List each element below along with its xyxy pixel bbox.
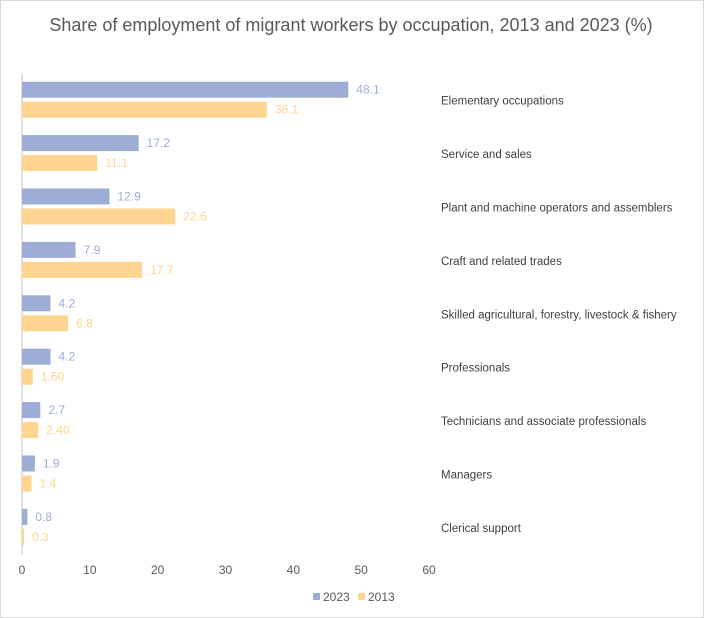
data-label-2013: 0.3 [32,530,49,544]
data-label-2023: 2.7 [48,403,65,417]
bar-2013 [22,475,32,492]
data-label-2013: 36.1 [275,103,299,117]
bar-2023 [22,348,51,365]
data-label-2013: 1.60 [41,370,65,384]
x-tick-label: 40 [287,563,301,577]
bar-2023 [22,188,110,205]
x-tick-label: 60 [422,563,436,577]
x-tick-label: 50 [354,563,368,577]
legend-label: 2023 [323,590,350,604]
chart-title: Share of employment of migrant workers b… [49,15,653,35]
data-label-2023: 4.2 [58,296,75,310]
data-label-2023: 4.2 [58,350,75,364]
x-tick-label: 0 [19,563,26,577]
category-label: Craft and related trades [441,256,562,268]
legend-swatch-2023 [313,593,320,600]
bar-2023 [22,241,76,258]
data-label-2023: 17.2 [147,136,171,150]
bar-2013 [22,155,98,172]
bar-2013 [22,261,143,278]
x-tick-label: 20 [151,563,165,577]
bar-2023 [22,402,41,419]
legend-label: 2013 [368,590,395,604]
category-label: Plant and machine operators and assemble… [441,203,673,215]
bar-2023 [22,455,35,472]
data-label-2023: 0.8 [35,510,52,524]
legend-swatch-2013 [358,593,365,600]
data-label-2013: 2.40 [46,423,70,437]
bar-2013 [22,101,267,118]
category-label: Clerical support [441,523,522,535]
bar-2013 [22,315,69,332]
bar-2023 [22,81,349,98]
bar-2013 [22,528,25,545]
data-label-2023: 48.1 [356,83,380,97]
data-label-2013: 11.1 [105,156,128,170]
bar-2013 [22,368,33,385]
data-label-2013: 6.8 [76,316,93,330]
x-tick-label: 30 [219,563,233,577]
category-label: Skilled agricultural, forestry, livestoc… [441,309,677,321]
bar-2013 [22,208,176,225]
data-label-2013: 17.7 [150,263,174,277]
data-label-2023: 1.9 [43,457,60,471]
bar-2013 [22,422,39,439]
category-label: Managers [441,470,492,482]
bar-2023 [22,135,139,152]
bar-2023 [22,508,28,525]
x-tick-label: 10 [83,563,97,577]
bar-2023 [22,295,51,312]
data-label-2013: 22.6 [183,210,207,224]
data-label-2023: 12.9 [118,190,142,204]
category-label: Service and sales [441,149,532,161]
data-label-2013: 1.4 [39,477,56,491]
category-label: Professionals [441,363,510,375]
data-label-2023: 7.9 [84,243,101,257]
category-label: Technicians and associate professionals [441,416,646,428]
category-label: Elementary occupations [441,96,564,108]
